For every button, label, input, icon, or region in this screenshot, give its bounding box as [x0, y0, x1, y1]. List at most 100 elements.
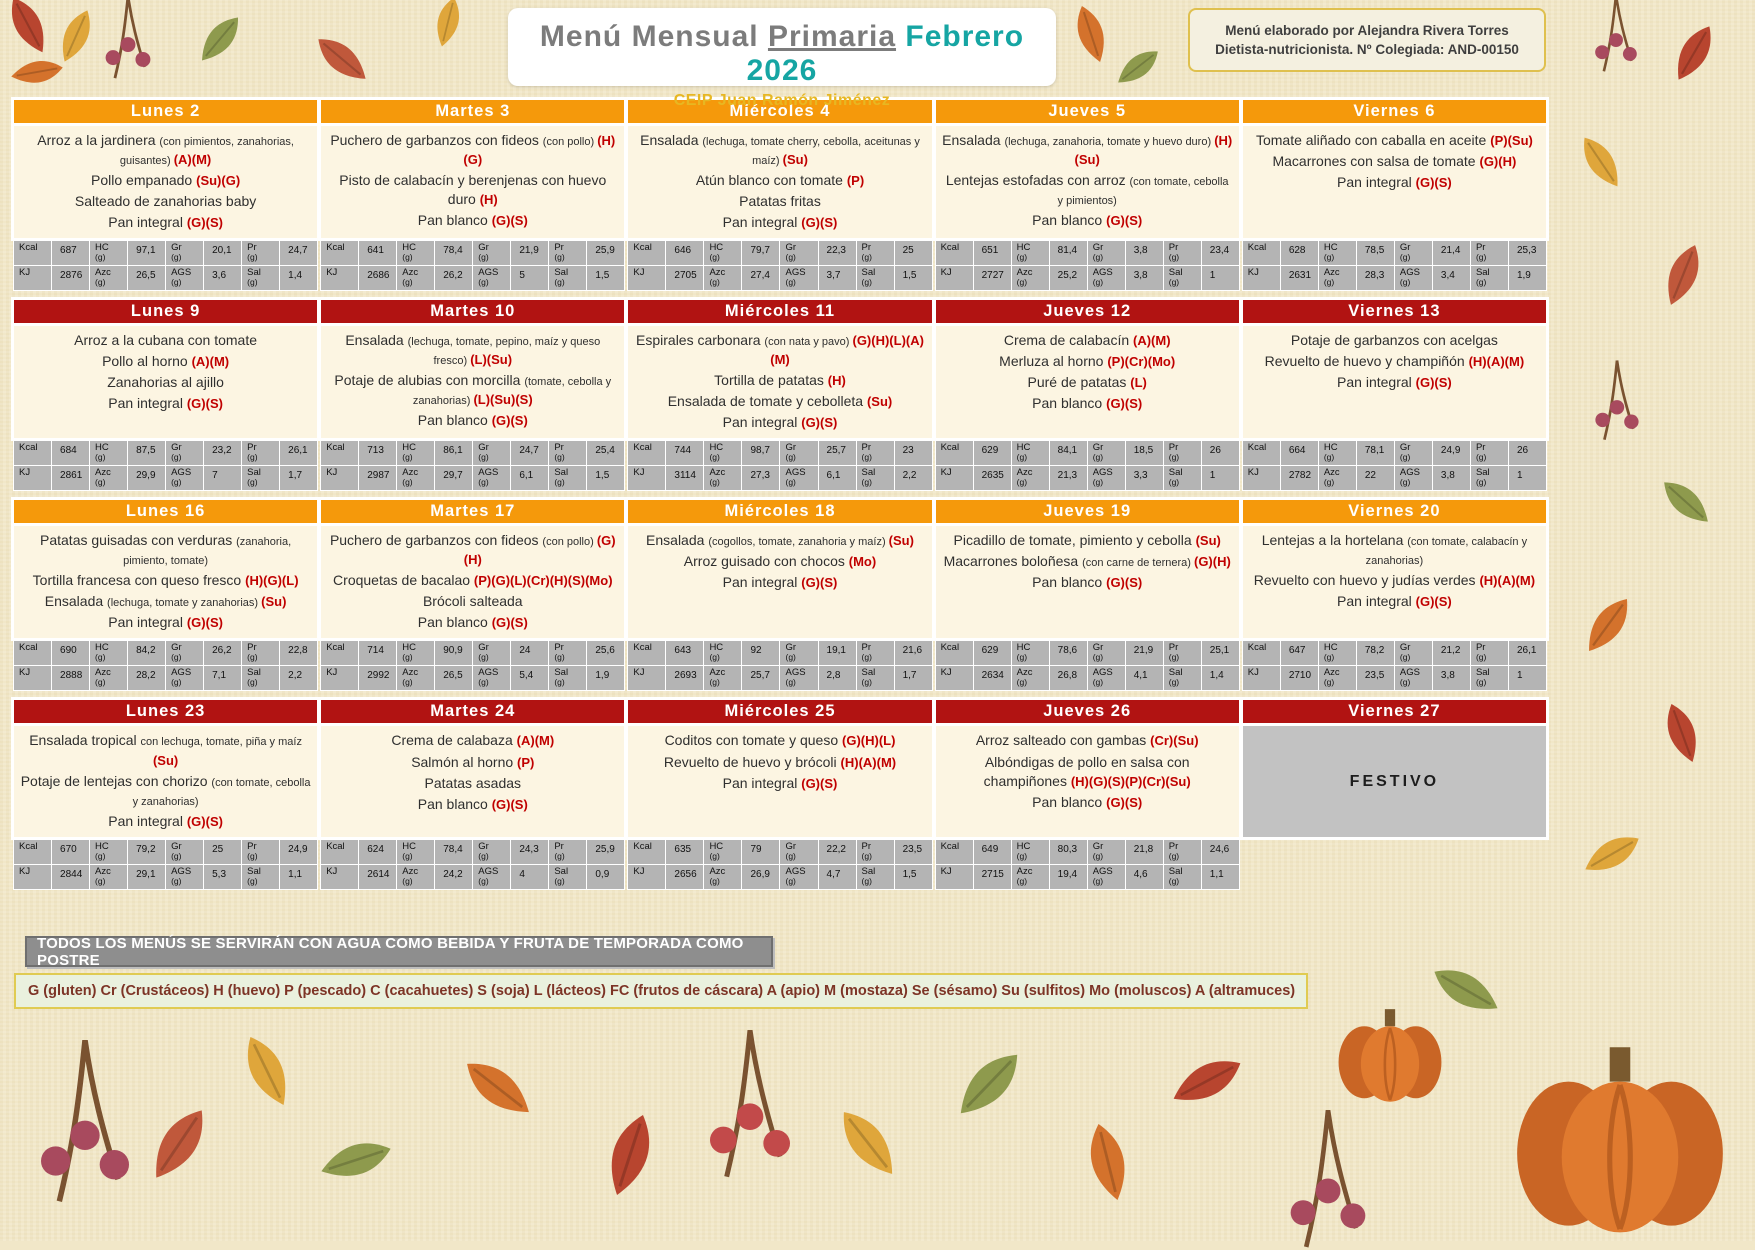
nutrition-label-unit: (g): [709, 850, 720, 861]
nutrition-label-text: Sal: [861, 865, 876, 877]
allergen-codes: (G)(S): [1106, 794, 1143, 810]
menu-item: Tomate aliñado con caballa en aceite (P)…: [1249, 131, 1540, 150]
nutrition-value: 651: [973, 241, 1011, 266]
day-header: Viernes 27: [1242, 700, 1546, 724]
nutrition-label-text: Sal: [1168, 667, 1183, 679]
nutrition-value: 2634: [973, 666, 1011, 691]
dish-text: (lechuga, tomate y zanahorias): [107, 597, 262, 610]
nutrition-label-text: AGS: [1399, 667, 1420, 679]
dish-text: Espirales carbonara: [636, 332, 765, 349]
dish-text: Tortilla francesa con queso fresco: [32, 572, 246, 589]
menu-item: Pan integral (G)(S): [1249, 592, 1540, 611]
nutrition-value: 26,2: [204, 641, 242, 666]
nutrition-value: 22,3: [818, 241, 856, 266]
nutrition-label-text: HC: [1016, 242, 1031, 254]
nutrition-value: 26: [1201, 441, 1239, 466]
nutrition-label: KJ: [14, 864, 52, 889]
nutrition-label-unit: (g): [1323, 477, 1335, 488]
allergen-codes: (P): [846, 173, 865, 189]
nutrition-label-text: AGS: [478, 865, 499, 877]
nutrition-label: Pr (g): [242, 241, 280, 266]
day-nutrition: Kcal 649 HC (g) 80,3 Gr (g) 21,8 Pr (g) 24,6 KJ 2715…: [935, 839, 1239, 889]
nutrition-label: AGS (g): [780, 666, 818, 691]
day-menu: FESTIVO: [1242, 726, 1546, 837]
day-header: Lunes 23: [14, 700, 318, 724]
dish-text: Revuelto con huevo y judías verdes: [1253, 572, 1480, 589]
nutrition-label: Sal (g): [242, 864, 280, 889]
nutrition-label-text: Sal: [247, 467, 261, 479]
menu-item: Pan integral (G)(S): [20, 213, 311, 232]
nutrition-label-text: HC: [95, 642, 109, 654]
nutrition-label-text: HC: [95, 840, 109, 852]
nutrition-label-text: Sal: [1168, 467, 1183, 479]
nutrition-label-text: HC: [709, 642, 724, 654]
nutrition-label-text: Azc: [1016, 267, 1033, 279]
nutrition-label-unit: (g): [1399, 677, 1411, 688]
nutrition-label-unit: (g): [554, 875, 565, 886]
dish-text: Pisto de calabacín y berenjenas con huev…: [339, 172, 607, 208]
nutrition-label-text: Gr: [1092, 840, 1104, 852]
nutrition-label-text: Kcal: [940, 242, 960, 254]
nutrition-label-text: Kcal: [1247, 442, 1267, 454]
nutrition-label-text: Pr: [1475, 242, 1486, 254]
dish-text: Albóndigas de pollo en salsa con champiñ…: [983, 753, 1190, 789]
festivo-label: FESTIVO: [1349, 773, 1440, 791]
nutrition-label: Pr (g): [1163, 839, 1201, 864]
nutrition-label: Kcal: [321, 441, 359, 466]
allergen-codes: (H): [827, 373, 846, 389]
nutrition-label: Kcal: [935, 839, 973, 864]
nutrition-label: Kcal: [935, 641, 973, 666]
nutrition-label-unit: (g): [1399, 477, 1411, 488]
dish-text: Pan integral: [108, 614, 187, 631]
nutrition-value: 21,3: [1049, 466, 1087, 491]
allergen-codes: (Su)(G): [196, 173, 241, 189]
menu-item: Espirales carbonara (con nata y pavo) (G…: [634, 331, 925, 369]
nutrition-value: 24,9: [280, 839, 318, 864]
menu-week: Lunes 2 Martes 3 Miércoles 4 Jueves 5 Vierne…: [14, 100, 1546, 291]
nutrition-value: 28,3: [1356, 266, 1394, 291]
nutrition-label: HC (g): [90, 241, 128, 266]
nutrition-label-unit: (g): [709, 477, 720, 488]
nutrition-value: 7,1: [204, 666, 242, 691]
dish-text: Arroz a la jardinera: [37, 132, 160, 148]
nutrition-value: 628: [1280, 241, 1318, 266]
menu-item: Ensalada (lechuga, zanahoria, tomate y h…: [942, 131, 1233, 169]
nutrition-label: Azc (g): [1011, 666, 1049, 691]
nutrition-label: KJ: [628, 864, 666, 889]
nutrition-label-text: AGS: [171, 267, 192, 279]
nutrition-label-text: HC: [1323, 242, 1338, 254]
nutrition-label-text: Gr: [478, 642, 489, 654]
menu-item: Pan blanco (G)(S): [327, 613, 618, 632]
day-header: Jueves 19: [935, 500, 1239, 524]
nutrition-label-unit: (g): [1092, 452, 1104, 463]
nutrition-label-unit: (g): [1475, 477, 1487, 488]
nutrition-value: 670: [52, 839, 90, 864]
nutrition-label: Gr (g): [473, 241, 511, 266]
dish-text: (con carne de ternera): [1082, 557, 1194, 570]
nutrition-label-unit: (g): [247, 652, 258, 663]
day-header: Viernes 20: [1242, 500, 1546, 524]
nutrition-label-unit: (g): [1399, 277, 1411, 288]
allergen-codes: (Su): [888, 533, 914, 549]
nutrition-label-unit: (g): [95, 677, 106, 688]
allergen-codes: (Su): [261, 594, 287, 610]
dish-text: Pan integral: [722, 414, 802, 431]
nutrition-label: AGS (g): [473, 466, 511, 491]
nutrition-label-unit: (g): [1016, 677, 1028, 688]
nutrition-value: 25,9: [587, 241, 625, 266]
nutrition-label-text: Sal: [247, 865, 261, 877]
day-menu: Arroz a la jardinera (con pimientos, zan…: [14, 126, 318, 239]
dish-text: (con pollo): [542, 536, 597, 549]
dish-text: Pan blanco: [417, 795, 492, 812]
nutrition-label: HC (g): [397, 441, 435, 466]
nutrition-label: HC (g): [1011, 839, 1049, 864]
day-nutrition: Kcal 628 HC (g) 78,5 Gr (g) 21,4 Pr (g) 25,3 KJ 2631…: [1242, 241, 1546, 291]
menu-item: Pan integral (G)(S): [634, 573, 925, 592]
dish-text: Ensalada: [44, 593, 108, 610]
nutrition-row: Kcal 687 HC (g) 97,1 Gr (g) 20,1 Pr (g) 24,7: [14, 241, 318, 266]
allergen-legend: G (gluten) Cr (Crustáceos) H (huevo) P (…: [14, 973, 1308, 1009]
nutrition-label-unit: (g): [1168, 477, 1180, 488]
nutrition-row: Kcal 744 HC (g) 98,7 Gr (g) 25,7 Pr (g) 23: [628, 441, 932, 466]
day-menu: Potaje de garbanzos con acelgas Revuelto …: [1242, 326, 1546, 439]
dish-text: Potaje de alubias con morcilla: [334, 372, 525, 389]
